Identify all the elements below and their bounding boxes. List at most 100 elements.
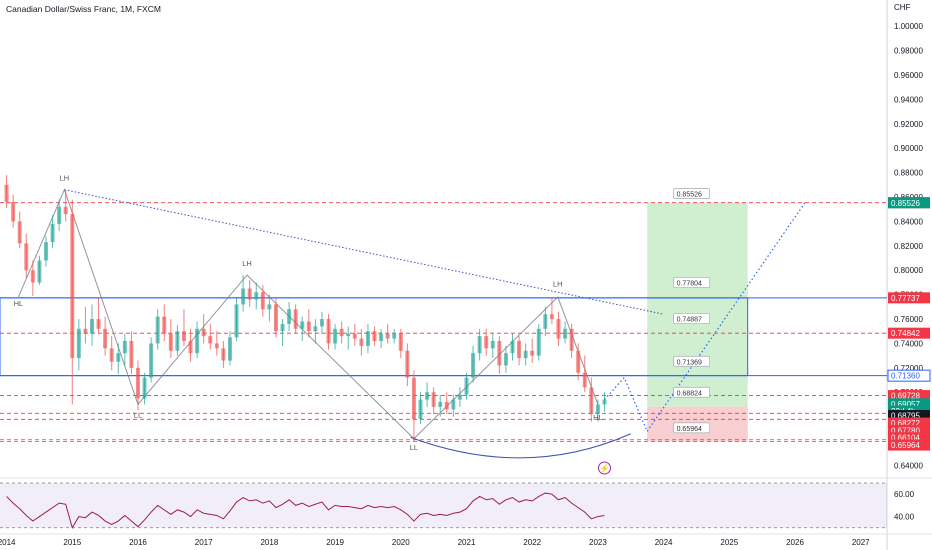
candle-body-39 <box>260 292 265 310</box>
candle-body-10 <box>70 214 75 359</box>
candle-body-75 <box>497 341 502 366</box>
y-tick-17: 0.64000 <box>894 461 923 470</box>
candle-body-89 <box>589 387 594 415</box>
candle-body-38 <box>254 292 259 300</box>
candle-body-35 <box>234 304 239 338</box>
candle-body-43 <box>287 309 292 324</box>
profit-zone <box>647 202 748 407</box>
x-tick-1: 2015 <box>63 538 81 547</box>
note-box-4 <box>673 386 711 398</box>
y-tick-14: 0.72000 <box>894 364 923 373</box>
swing-zigzag <box>17 188 599 440</box>
y-tick-6: 0.88000 <box>894 169 923 178</box>
candle-body-55 <box>365 331 370 346</box>
candle-body-83 <box>549 314 554 320</box>
badge-text-8: 0.68795 <box>891 411 920 420</box>
candle-body-69 <box>457 394 462 400</box>
candle-body-51 <box>339 328 344 337</box>
candle-body-0 <box>4 184 9 202</box>
y-tick-8: 0.84000 <box>894 217 923 226</box>
candle-body-91 <box>602 399 607 405</box>
candle-body-63 <box>418 399 423 420</box>
note-text-0: 0.85526 <box>677 192 702 199</box>
candle-body-27 <box>181 331 186 342</box>
candle-body-14 <box>96 319 101 329</box>
candle-body-74 <box>490 341 495 349</box>
candle-body-82 <box>543 314 548 329</box>
pivot-label-1: HL <box>14 299 24 308</box>
note-box-0 <box>673 188 711 199</box>
y-tick-0: 1.00000 <box>894 22 923 31</box>
candle-body-1 <box>11 201 16 222</box>
candle-body-11 <box>76 328 81 359</box>
badge-text-1: 0.85526 <box>891 199 920 208</box>
candle-body-25 <box>168 333 173 351</box>
candle-body-15 <box>103 328 108 349</box>
candle-body-23 <box>155 316 160 344</box>
candle-body-45 <box>300 321 305 329</box>
x-tick-13: 2027 <box>852 538 870 547</box>
candle-body-6 <box>43 242 48 261</box>
x-tick-4: 2018 <box>260 538 278 547</box>
candle-body-12 <box>83 328 88 334</box>
candle-body-30 <box>201 328 206 337</box>
candle-body-16 <box>109 348 114 362</box>
candle-body-62 <box>411 377 416 420</box>
candle-body-31 <box>208 336 213 344</box>
candle-body-78 <box>517 341 522 359</box>
candle-body-88 <box>582 372 587 388</box>
y-tick-1: 0.98000 <box>894 47 923 56</box>
candle-body-29 <box>195 328 200 354</box>
note-box-2 <box>673 313 711 324</box>
badge-2 <box>888 292 930 304</box>
badge-3 <box>888 327 930 339</box>
pivot-label-2: LH <box>242 259 252 268</box>
x-tick-9: 2023 <box>589 538 607 547</box>
candle-body-5 <box>37 260 42 283</box>
candle-body-52 <box>346 333 351 337</box>
badge-6 <box>888 398 930 410</box>
candle-body-73 <box>484 336 489 349</box>
candle-body-72 <box>477 336 482 354</box>
candle-body-54 <box>359 338 364 346</box>
badge-5 <box>888 390 930 402</box>
candle-body-56 <box>372 331 377 342</box>
candle-body-22 <box>149 343 154 378</box>
note-box-1 <box>673 277 711 288</box>
badge-11 <box>888 432 930 444</box>
candle-body-47 <box>313 326 318 332</box>
pivot-label-6: HL <box>593 413 603 422</box>
rounded-bottom-arc <box>410 433 631 459</box>
candle-body-64 <box>425 392 430 400</box>
note-box-5 <box>673 422 711 434</box>
candle-body-70 <box>464 377 469 395</box>
candle-body-19 <box>129 341 134 368</box>
candle-body-61 <box>405 350 410 378</box>
x-tick-5: 2019 <box>326 538 344 547</box>
candle-body-66 <box>438 402 443 407</box>
y-tick-5: 0.90000 <box>894 144 923 153</box>
currency-label: CHF <box>894 3 911 12</box>
rsi-line <box>6 492 605 530</box>
candle-body-17 <box>116 353 121 362</box>
candle-body-59 <box>392 333 397 339</box>
candle-body-41 <box>273 304 278 332</box>
candle-body-87 <box>576 350 581 373</box>
candle-body-32 <box>214 343 219 349</box>
candle-body-71 <box>471 353 476 378</box>
candle-body-8 <box>57 206 62 224</box>
pivot-label-3: LL <box>134 410 142 419</box>
badge-8 <box>888 409 930 421</box>
x-tick-10: 2024 <box>655 538 673 547</box>
badge-1 <box>888 197 930 209</box>
candle-body-49 <box>326 319 331 344</box>
x-tick-6: 2020 <box>392 538 410 547</box>
badge-text-9: 0.68272 <box>891 419 920 428</box>
candle-body-60 <box>398 333 403 351</box>
candle-body-77 <box>510 341 515 354</box>
note-text-5: 0.65964 <box>677 426 702 433</box>
rsi-tick-1: 40.00 <box>894 513 915 522</box>
candle-body-86 <box>569 328 574 351</box>
candle-body-90 <box>595 404 600 415</box>
